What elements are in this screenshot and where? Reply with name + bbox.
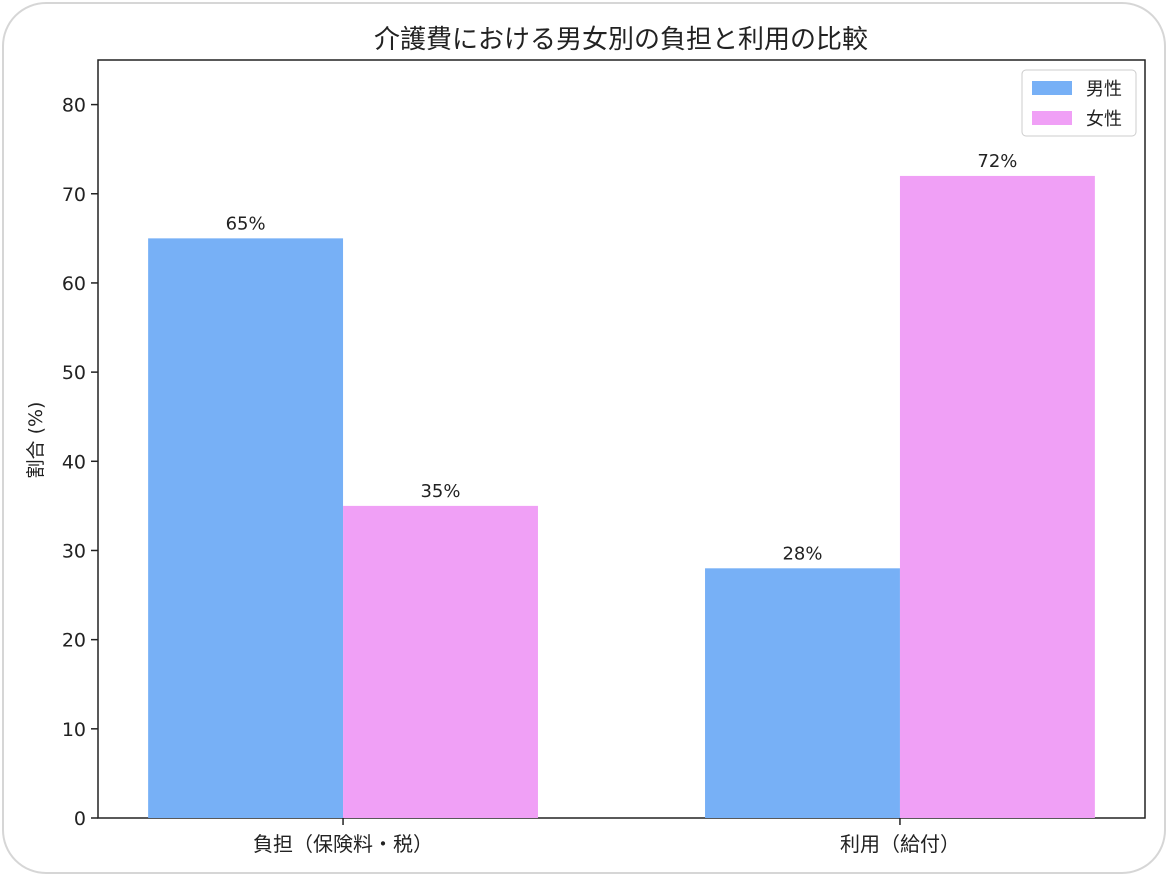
y-tick-label: 60 xyxy=(62,273,86,295)
bar xyxy=(148,238,344,819)
data-label: 65% xyxy=(226,213,266,234)
y-tick-label: 10 xyxy=(62,719,86,741)
y-axis-label: 割合 (%) xyxy=(25,402,47,479)
y-tick-label: 80 xyxy=(62,95,86,117)
y-tick-label: 20 xyxy=(62,630,86,652)
data-label: 72% xyxy=(977,151,1017,172)
data-label: 28% xyxy=(782,543,822,564)
plot-frame xyxy=(97,59,1146,819)
y-tick-label: 40 xyxy=(62,451,86,473)
legend-swatch xyxy=(1032,81,1072,95)
y-tick-label: 30 xyxy=(62,540,86,562)
x-tick-label: 負担（保険料・税） xyxy=(253,832,433,856)
legend-label: 女性 xyxy=(1086,109,1122,130)
chart-title: 介護費における男女別の負担と利用の比較 xyxy=(374,25,868,55)
bar xyxy=(899,175,1095,818)
bar xyxy=(705,568,900,818)
legend-label: 男性 xyxy=(1086,79,1122,100)
legend-swatch xyxy=(1032,111,1072,125)
y-tick-label: 50 xyxy=(62,362,86,384)
bar xyxy=(343,505,538,818)
y-tick-label: 70 xyxy=(62,184,86,206)
y-tick-label: 0 xyxy=(74,808,86,830)
x-tick-label: 利用（給付） xyxy=(840,832,960,856)
data-label: 35% xyxy=(420,481,460,502)
plot-area: 0 10 20 30 40 50 60 70 80 65% 35% 負担（保険料・税） 28% 72% 利用… xyxy=(62,59,1146,856)
